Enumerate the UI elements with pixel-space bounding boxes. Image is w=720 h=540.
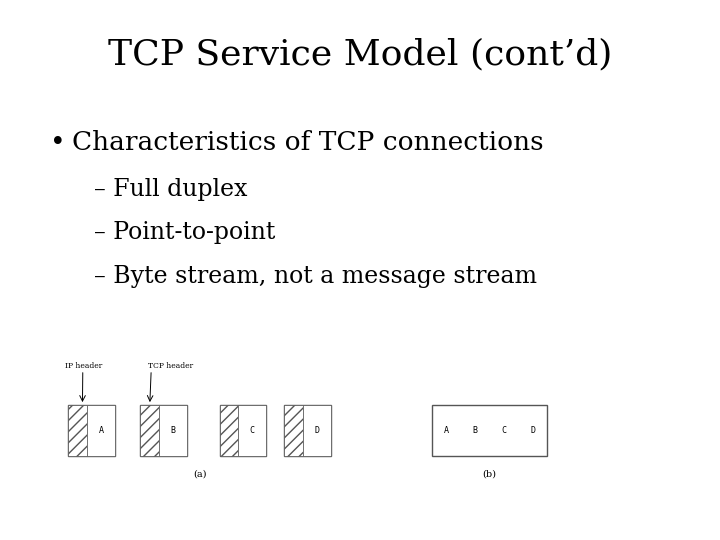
Text: (b): (b)	[482, 470, 497, 479]
Text: B: B	[171, 426, 176, 435]
Text: Characteristics of TCP connections: Characteristics of TCP connections	[72, 130, 544, 154]
Text: – Byte stream, not a message stream: – Byte stream, not a message stream	[94, 265, 536, 288]
Bar	[68, 405, 115, 456]
Bar	[284, 405, 303, 456]
Text: D: D	[315, 426, 320, 435]
Text: – Full duplex: – Full duplex	[94, 178, 247, 201]
Text: A: A	[444, 426, 449, 435]
Bar	[238, 405, 266, 456]
Text: – Point-to-point: – Point-to-point	[94, 221, 275, 245]
Bar	[159, 405, 187, 456]
Bar	[68, 405, 87, 456]
Text: B: B	[473, 426, 477, 435]
Bar	[87, 405, 115, 456]
Text: C: C	[250, 426, 255, 435]
Text: TCP Service Model (cont’d): TCP Service Model (cont’d)	[108, 38, 612, 72]
Text: TCP header: TCP header	[148, 362, 193, 370]
Text: D: D	[531, 426, 535, 435]
Bar	[284, 405, 331, 456]
Bar	[303, 405, 331, 456]
Bar	[140, 405, 159, 456]
Text: C: C	[502, 426, 506, 435]
Text: (a): (a)	[193, 470, 207, 479]
Text: A: A	[99, 426, 104, 435]
Bar	[432, 405, 547, 456]
Bar	[140, 405, 187, 456]
Text: •: •	[50, 130, 66, 154]
Bar	[220, 405, 266, 456]
Text: IP header: IP header	[65, 362, 102, 370]
Bar	[220, 405, 238, 456]
